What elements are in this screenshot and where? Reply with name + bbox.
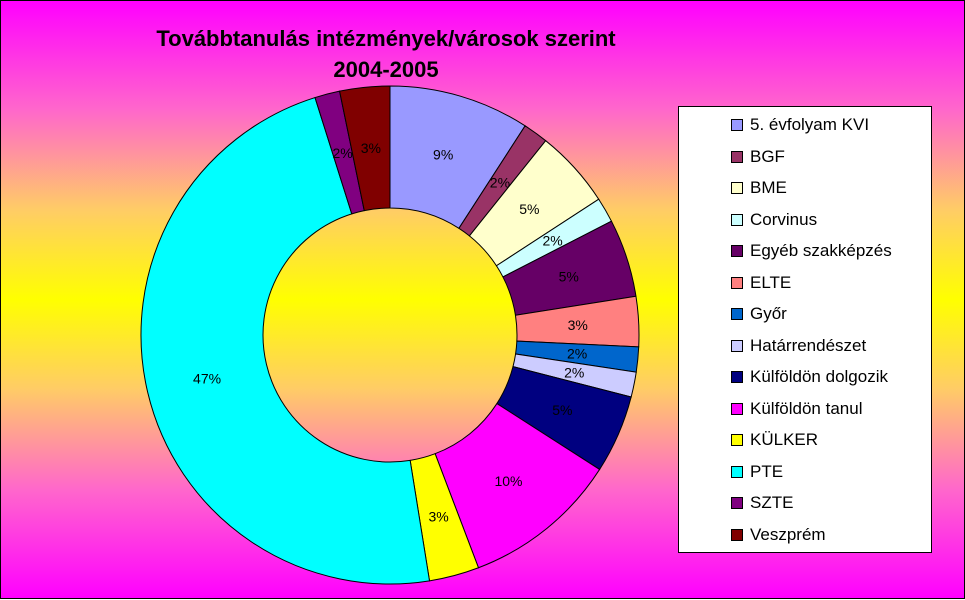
data-label-8: 5% [552, 402, 572, 418]
legend-swatch [731, 245, 743, 257]
legend-label: Veszprém [750, 524, 826, 544]
legend-swatch [731, 213, 743, 226]
data-label-6: 2% [567, 346, 587, 362]
legend-label: BGF [750, 146, 785, 166]
legend-item: 5. évfolyam KVI [731, 113, 869, 137]
legend-label: Corvinus [750, 209, 818, 229]
legend: 5. évfolyam KVI BGF BME Corvinus Egyéb szakk… [678, 106, 932, 553]
data-label-2: 5% [519, 201, 539, 217]
legend-item: BGF [731, 145, 785, 169]
legend-label: Győr [750, 304, 787, 323]
data-label-9: 10% [494, 473, 522, 489]
legend-item: Külföldön dolgozik [731, 365, 888, 389]
legend-item: Corvinus [731, 208, 817, 232]
chart-subtitle: 2004-2005 [333, 57, 439, 82]
legend-item: Veszprém [731, 523, 826, 547]
legend-label: SZTE [750, 493, 794, 512]
legend-item: KÜLKER [731, 428, 818, 452]
legend-swatch [731, 434, 743, 446]
legend-swatch [731, 182, 743, 194]
data-label-10: 3% [428, 509, 448, 525]
legend-item: ELTE [731, 271, 791, 295]
legend-swatch [731, 308, 743, 320]
legend-label: 5. évfolyam KVI [750, 115, 870, 134]
legend-swatch [731, 402, 743, 415]
data-label-7: 2% [564, 364, 584, 380]
data-label-1: 2% [490, 174, 510, 190]
legend-item: Egyéb szakképzés [731, 239, 892, 263]
legend-swatch [731, 371, 743, 383]
slice-11 [140, 96, 431, 585]
chart-title-block: Továbbtanulás intézmények/városok szerin… [1, 23, 771, 85]
legend-swatch [731, 119, 743, 131]
legend-item: BME [731, 176, 787, 200]
legend-label: BME [750, 178, 787, 197]
legend-item: SZTE [731, 491, 793, 515]
data-label-5: 3% [568, 317, 588, 333]
legend-item: Külföldön tanul [731, 397, 862, 421]
legend-label: Egyéb szakképzés [750, 241, 892, 260]
legend-swatch [731, 276, 743, 289]
data-label-4: 5% [559, 269, 579, 285]
data-label-0: 9% [433, 147, 453, 163]
data-label-13: 3% [361, 140, 381, 156]
legend-swatch [731, 465, 743, 478]
legend-label: KÜLKER [750, 430, 819, 449]
legend-item: Határrendészet [731, 334, 866, 358]
legend-swatch [731, 150, 743, 163]
legend-label: Külföldön dolgozik [750, 367, 888, 386]
legend-swatch [731, 339, 743, 352]
legend-swatch [731, 528, 743, 541]
legend-item: Győr [731, 302, 787, 326]
data-label-3: 2% [542, 233, 562, 249]
slice-13 [338, 85, 391, 212]
chart-title: Továbbtanulás intézmények/városok szerin… [156, 26, 616, 51]
legend-label: PTE [750, 461, 784, 481]
legend-swatch [731, 497, 743, 509]
data-label-11: 47% [193, 370, 221, 386]
data-label-12: 2% [332, 145, 352, 161]
legend-label: Külföldön tanul [750, 398, 863, 418]
legend-label: Határrendészet [750, 335, 867, 355]
legend-label: ELTE [750, 272, 792, 292]
legend-item: PTE [731, 460, 783, 484]
